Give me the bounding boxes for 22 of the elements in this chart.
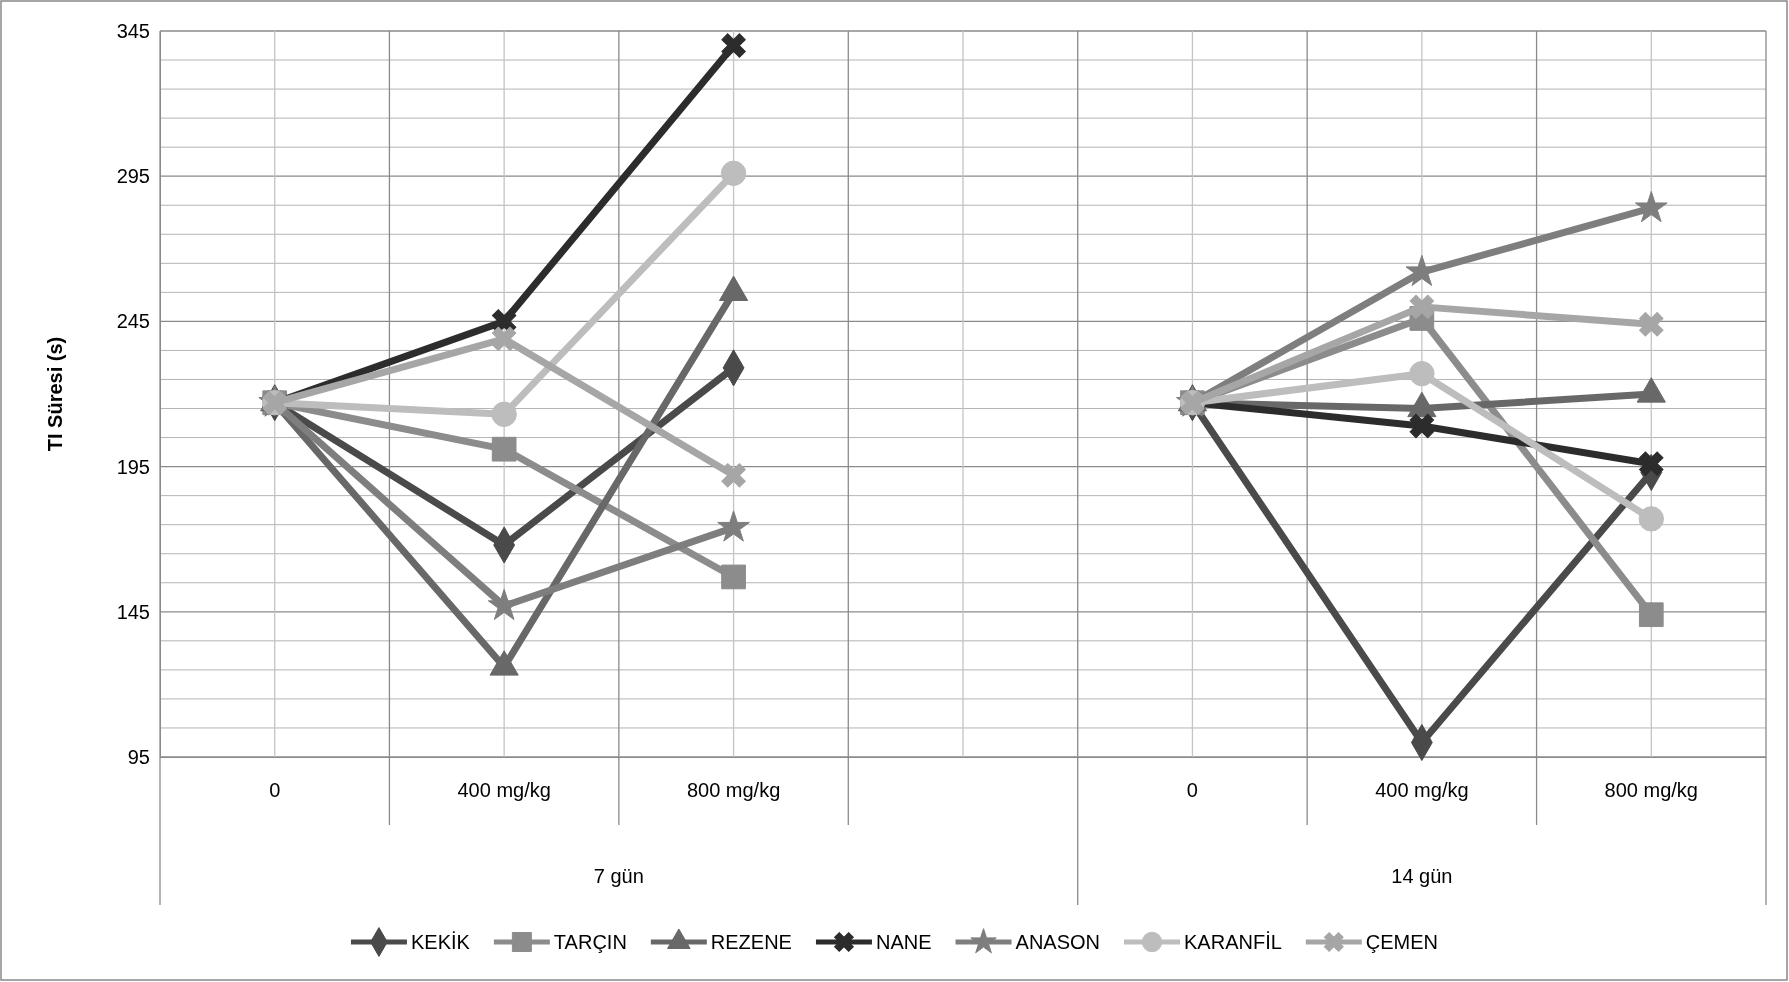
legend-label: ANASON — [1015, 931, 1101, 953]
y-tick-label: 245 — [116, 310, 150, 333]
x-tick-label: 800 mg/kg — [1604, 779, 1698, 802]
y-tick-label: 145 — [116, 600, 150, 623]
y-tick-label: 95 — [127, 745, 150, 768]
y-axis-title: TI Süresi (s) — [44, 336, 66, 452]
x-tick-label: 800 mg/kg — [686, 779, 781, 802]
x-tick-label: 400 mg/kg — [1375, 779, 1469, 802]
legend-label: TARÇIN — [553, 931, 627, 953]
x-tick-label: 0 — [1186, 779, 1198, 802]
text: 14 gün — [1391, 865, 1453, 887]
y-tick-label: 345 — [116, 19, 150, 42]
legend-label: REZENE — [710, 931, 792, 953]
x-tick-label: 0 — [269, 779, 281, 802]
text: 7 gün — [593, 865, 644, 887]
y-tick-label: 295 — [116, 165, 150, 188]
legend-label: NANE — [875, 931, 932, 953]
legend-label: KARANFİL — [1184, 931, 1282, 953]
x-tick-label: 400 mg/kg — [457, 779, 551, 802]
y-tick-label: 195 — [116, 455, 150, 478]
legend-label: KEKİK — [410, 931, 471, 953]
legend-label: ÇEMEN — [1365, 931, 1439, 953]
